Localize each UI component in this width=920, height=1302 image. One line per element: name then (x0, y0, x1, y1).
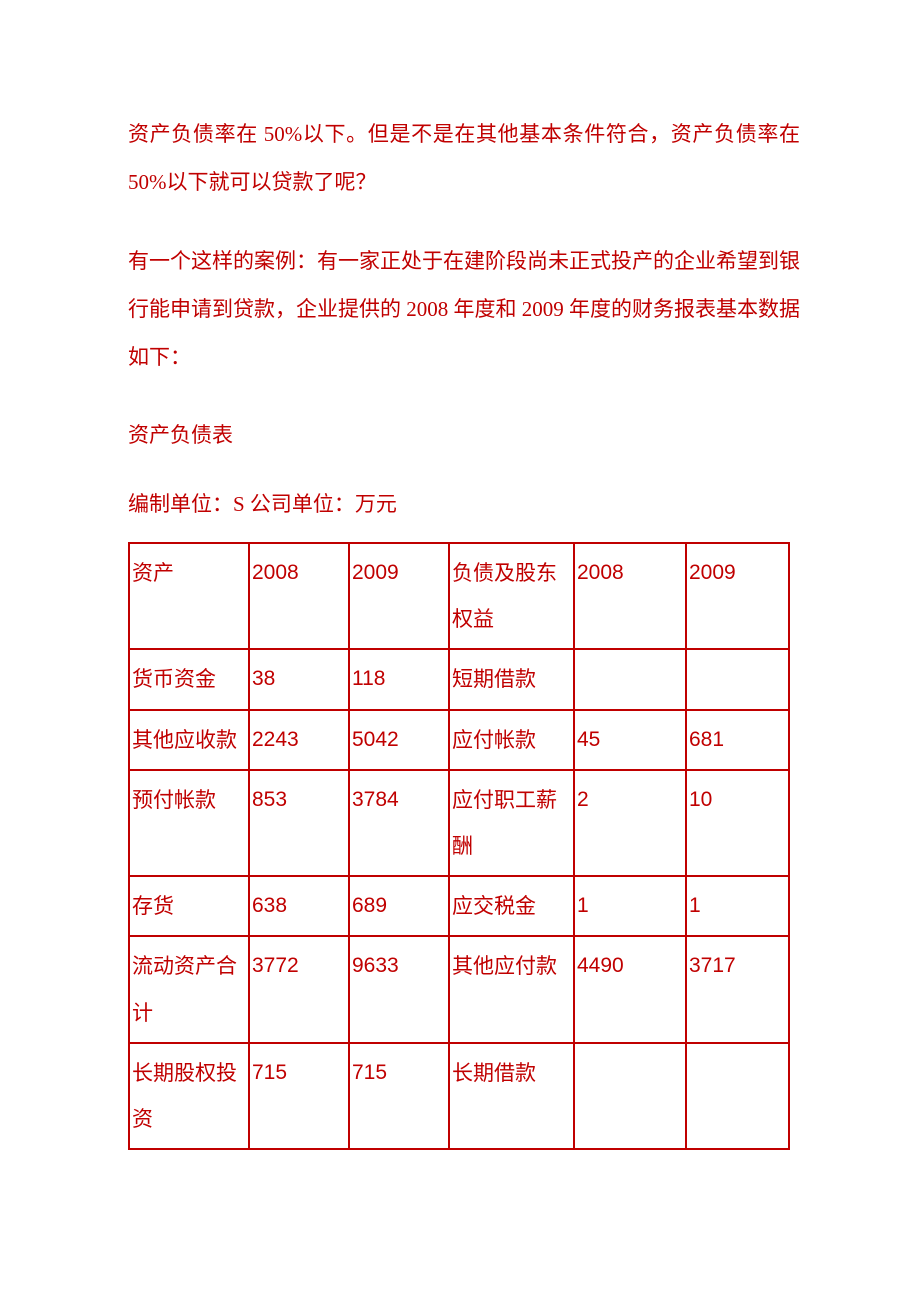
cell-liab-label: 应付帐款 (449, 710, 574, 770)
cell-value: 689 (349, 876, 449, 936)
table-row: 存货 638 689 应交税金 1 1 (129, 876, 789, 936)
cell-asset-label: 预付帐款 (129, 770, 249, 876)
cell-year-2008-a: 2008 (249, 543, 349, 649)
cell-value (686, 1043, 789, 1149)
cell-value: 4490 (574, 936, 686, 1042)
cell-value (574, 1043, 686, 1149)
cell-value: 9633 (349, 936, 449, 1042)
cell-value: 1 (574, 876, 686, 936)
cell-value: 1 (686, 876, 789, 936)
cell-liab-label: 短期借款 (449, 649, 574, 709)
cell-value: 3772 (249, 936, 349, 1042)
cell-asset-label: 存货 (129, 876, 249, 936)
table-subtitle: 编制单位：S 公司单位：万元 (128, 480, 800, 528)
cell-value: 681 (686, 710, 789, 770)
cell-value: 3717 (686, 936, 789, 1042)
cell-year-2009-b: 2009 (686, 543, 789, 649)
cell-asset-label: 流动资产合计 (129, 936, 249, 1042)
cell-year-2008-b: 2008 (574, 543, 686, 649)
table-row: 流动资产合计 3772 9633 其他应付款 4490 3717 (129, 936, 789, 1042)
cell-value (686, 649, 789, 709)
table-row: 预付帐款 853 3784 应付职工薪酬 2 10 (129, 770, 789, 876)
cell-asset-label: 长期股权投资 (129, 1043, 249, 1149)
paragraph-1: 资产负债率在 50%以下。但是不是在其他基本条件符合，资产负债率在50%以下就可… (128, 110, 800, 207)
cell-value: 853 (249, 770, 349, 876)
cell-liab-label: 其他应付款 (449, 936, 574, 1042)
table-title: 资产负债表 (128, 411, 800, 459)
cell-value: 715 (249, 1043, 349, 1149)
cell-liab-header: 负债及股东权益 (449, 543, 574, 649)
document-page: 资产负债率在 50%以下。但是不是在其他基本条件符合，资产负债率在50%以下就可… (0, 0, 920, 1302)
cell-value: 3784 (349, 770, 449, 876)
cell-value: 638 (249, 876, 349, 936)
cell-value: 2243 (249, 710, 349, 770)
cell-value: 118 (349, 649, 449, 709)
table-row: 资产 2008 2009 负债及股东权益 2008 2009 (129, 543, 789, 649)
cell-year-2009-a: 2009 (349, 543, 449, 649)
table-row: 长期股权投资 715 715 长期借款 (129, 1043, 789, 1149)
cell-value (574, 649, 686, 709)
cell-liab-label: 长期借款 (449, 1043, 574, 1149)
cell-value: 45 (574, 710, 686, 770)
cell-value: 2 (574, 770, 686, 876)
cell-value: 38 (249, 649, 349, 709)
balance-sheet-table: 资产 2008 2009 负债及股东权益 2008 2009 货币资金 38 1… (128, 542, 790, 1150)
cell-asset-label: 其他应收款 (129, 710, 249, 770)
cell-value: 10 (686, 770, 789, 876)
cell-liab-label: 应交税金 (449, 876, 574, 936)
cell-value: 5042 (349, 710, 449, 770)
cell-asset-label: 货币资金 (129, 649, 249, 709)
cell-asset-header: 资产 (129, 543, 249, 649)
cell-value: 715 (349, 1043, 449, 1149)
cell-liab-label: 应付职工薪酬 (449, 770, 574, 876)
table-row: 货币资金 38 118 短期借款 (129, 649, 789, 709)
paragraph-2: 有一个这样的案例：有一家正处于在建阶段尚未正式投产的企业希望到银行能申请到贷款，… (128, 237, 800, 382)
table-row: 其他应收款 2243 5042 应付帐款 45 681 (129, 710, 789, 770)
